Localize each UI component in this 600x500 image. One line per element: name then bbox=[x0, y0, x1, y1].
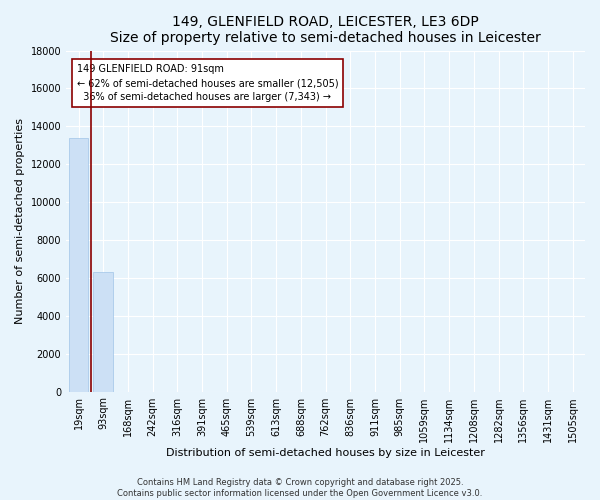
Bar bbox=[68, 138, 88, 392]
Bar bbox=[94, 272, 113, 392]
X-axis label: Distribution of semi-detached houses by size in Leicester: Distribution of semi-detached houses by … bbox=[166, 448, 485, 458]
Title: 149, GLENFIELD ROAD, LEICESTER, LE3 6DP
Size of property relative to semi-detach: 149, GLENFIELD ROAD, LEICESTER, LE3 6DP … bbox=[110, 15, 541, 45]
Text: Contains HM Land Registry data © Crown copyright and database right 2025.
Contai: Contains HM Land Registry data © Crown c… bbox=[118, 478, 482, 498]
Text: 149 GLENFIELD ROAD: 91sqm
← 62% of semi-detached houses are smaller (12,505)
  3: 149 GLENFIELD ROAD: 91sqm ← 62% of semi-… bbox=[77, 64, 338, 102]
Y-axis label: Number of semi-detached properties: Number of semi-detached properties bbox=[15, 118, 25, 324]
